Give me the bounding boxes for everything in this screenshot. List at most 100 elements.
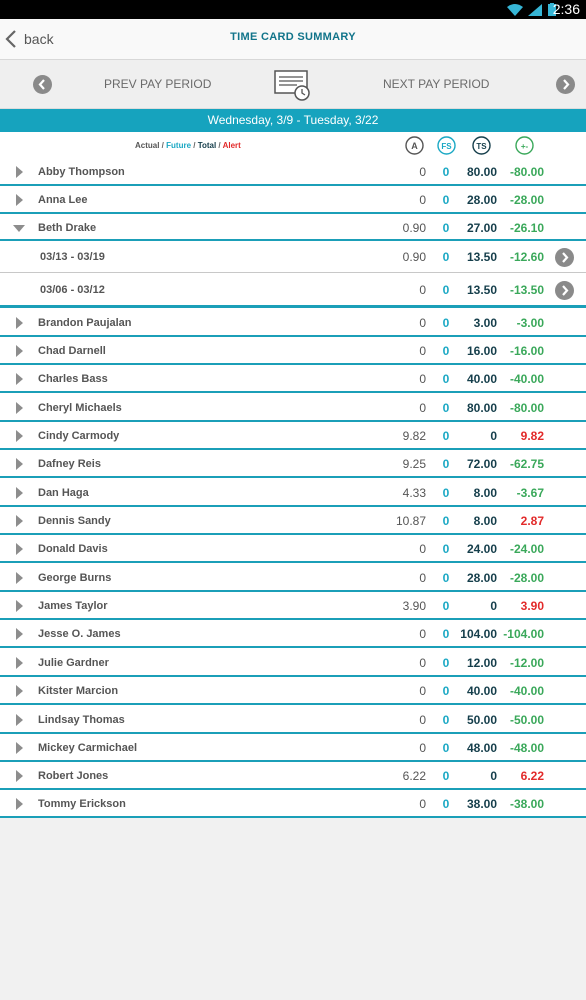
expand-right-icon[interactable] [16,600,23,612]
employee-row[interactable]: Robert Jones 6.22 0 0 6.22 [0,762,586,790]
expand-right-icon[interactable] [16,194,23,206]
back-button[interactable]: back [4,29,54,49]
expand-right-icon[interactable] [16,430,23,442]
employee-name: Beth Drake [38,222,97,234]
actual-hours: 0 [419,627,426,641]
future-hours: 0 [442,542,450,556]
timecard-clock-icon[interactable] [273,68,313,102]
period-detail-button[interactable] [555,281,574,300]
employee-row[interactable]: Dennis Sandy 10.87 0 8.00 2.87 [0,507,586,535]
expand-right-icon[interactable] [16,166,23,178]
employee-row[interactable]: Mickey Carmichael 0 0 48.00 -48.00 [0,734,586,762]
employee-row[interactable]: Dan Haga 4.33 0 8.00 -3.67 [0,478,586,507]
expand-right-icon[interactable] [16,628,23,640]
expand-down-icon[interactable] [13,225,25,232]
actual-hours: 0 [419,684,426,698]
employee-name: Lindsay Thomas [38,714,125,726]
total-hours: 28.00 [466,193,497,207]
top-bar: back TIME CARD SUMMARY [0,19,586,60]
total-hours: 80.00 [466,165,497,179]
expand-right-icon[interactable] [16,714,23,726]
expand-right-icon[interactable] [16,742,23,754]
difference-value: -62.75 [509,457,544,471]
difference-value: -13.50 [509,283,544,297]
expand-right-icon[interactable] [16,317,23,329]
employee-row[interactable]: Lindsay Thomas 0 0 50.00 -50.00 [0,705,586,734]
future-hours: 0 [442,656,450,670]
future-hours: 0 [442,514,450,528]
prev-period-label[interactable]: PREV PAY PERIOD [104,77,212,91]
employee-row[interactable]: Charles Bass 0 0 40.00 -40.00 [0,365,586,393]
total-hours: 0 [490,429,497,443]
employee-name: Donald Davis [38,543,108,555]
expand-right-icon[interactable] [16,798,23,810]
difference-value: -24.00 [509,542,544,556]
employee-row[interactable]: Jesse O. James 0 0 104.00 -104.00 [0,620,586,648]
difference-value: -40.00 [509,684,544,698]
total-hours: 8.00 [473,514,497,528]
expand-right-icon[interactable] [16,543,23,555]
employee-row[interactable]: Brandon Paujalan 0 0 3.00 -3.00 [0,308,586,337]
expand-right-icon[interactable] [16,345,23,357]
total-hours: 72.00 [466,457,497,471]
total-hours: 48.00 [466,741,497,755]
difference-value: -3.67 [516,486,544,500]
employee-row[interactable]: Tommy Erickson 0 0 38.00 -38.00 [0,790,586,818]
employee-name: Julie Gardner [38,657,109,669]
employee-row[interactable]: Cindy Carmody 9.82 0 0 9.82 [0,422,586,450]
expand-right-icon[interactable] [16,770,23,782]
expand-right-icon[interactable] [16,402,23,414]
expand-right-icon[interactable] [16,373,23,385]
employee-row[interactable]: Cheryl Michaels 0 0 80.00 -80.00 [0,393,586,422]
employee-row[interactable]: Kitster Marcion 0 0 40.00 -40.00 [0,677,586,705]
legend-separator: / [216,141,223,150]
total-hours: 27.00 [466,221,497,235]
pay-period-subrow[interactable]: 03/13 - 03/19 0.90 0 13.50 -12.60 [0,241,586,273]
legend-actual: Actual [135,141,160,150]
prev-period-button[interactable] [33,75,52,94]
future-hours: 0 [442,283,450,297]
difference-value: -12.00 [509,656,544,670]
actual-column-label: A [411,141,418,151]
future-hours: 0 [442,457,450,471]
total-column-icon: TS [472,136,491,155]
expand-right-icon[interactable] [16,685,23,697]
page-title: TIME CARD SUMMARY [230,31,356,43]
employee-name: Dennis Sandy [38,515,111,527]
employee-row[interactable]: Dafney Reis 9.25 0 72.00 -62.75 [0,450,586,478]
employee-row[interactable]: Chad Darnell 0 0 16.00 -16.00 [0,337,586,365]
actual-hours: 0 [419,372,426,386]
employee-row[interactable]: James Taylor 3.90 0 0 3.90 [0,592,586,620]
next-period-label[interactable]: NEXT PAY PERIOD [383,77,490,91]
future-hours: 0 [442,599,450,613]
future-hours: 0 [442,401,450,415]
employee-row[interactable]: Anna Lee 0 0 28.00 -28.00 [0,186,586,214]
status-bar: 2:36 [0,0,586,19]
period-detail-button[interactable] [555,248,574,267]
employee-name: Jesse O. James [38,628,121,640]
actual-hours: 3.90 [402,599,426,613]
employee-name: Mickey Carmichael [38,742,138,754]
actual-hours: 10.87 [395,514,426,528]
actual-hours: 0 [419,165,426,179]
expand-right-icon[interactable] [16,487,23,499]
future-hours: 0 [442,741,450,755]
expand-right-icon[interactable] [16,572,23,584]
next-period-button[interactable] [556,75,575,94]
employee-row[interactable]: Donald Davis 0 0 24.00 -24.00 [0,535,586,563]
column-header-row: Actual / Future / Total / Alert A FS TS … [0,132,586,160]
pay-period-subrow[interactable]: 03/06 - 03/12 0 0 13.50 -13.50 [0,273,586,308]
employee-row[interactable]: Beth Drake 0.90 0 27.00 -26.10 [0,214,586,241]
future-hours: 0 [442,250,450,264]
expand-right-icon[interactable] [16,657,23,669]
expand-right-icon[interactable] [16,458,23,470]
employee-row[interactable]: George Burns 0 0 28.00 -28.00 [0,563,586,592]
expand-right-icon[interactable] [16,515,23,527]
employee-name: Cindy Carmody [38,430,120,442]
total-hours: 0 [490,599,497,613]
employee-row[interactable]: Abby Thompson 0 0 80.00 -80.00 [0,158,586,186]
employee-row[interactable]: Julie Gardner 0 0 12.00 -12.00 [0,648,586,677]
actual-hours: 0 [419,316,426,330]
employee-name: Robert Jones [38,770,109,782]
total-hours: 3.00 [473,316,497,330]
